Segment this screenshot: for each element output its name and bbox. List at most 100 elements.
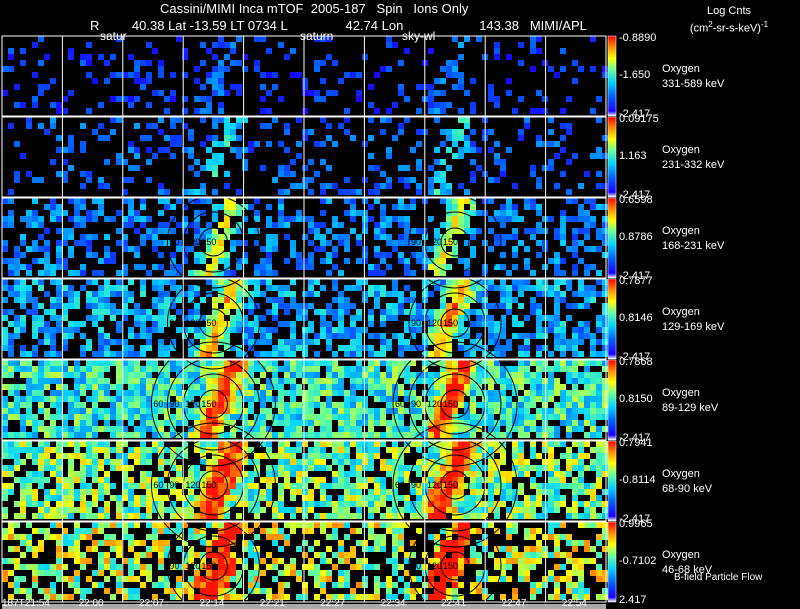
heatmap-cell xyxy=(44,351,50,357)
heatmap-cell xyxy=(308,264,314,270)
heatmap-cell xyxy=(344,117,350,123)
heatmap-cell xyxy=(344,210,350,216)
heatmap-cell xyxy=(428,360,434,366)
heatmap-cell xyxy=(500,222,506,228)
heatmap-cell xyxy=(212,54,218,60)
heatmap-cell xyxy=(116,153,122,159)
heatmap-cell xyxy=(560,171,566,177)
heatmap-cell xyxy=(200,165,206,171)
heatmap-cell xyxy=(134,552,140,558)
heatmap-cell xyxy=(458,564,464,570)
heatmap-cell xyxy=(458,594,464,600)
heatmap-cell xyxy=(410,513,416,519)
heatmap-cell xyxy=(146,483,152,489)
heatmap-cell xyxy=(296,432,302,438)
heatmap-cell xyxy=(254,570,260,576)
heatmap-cell xyxy=(128,465,134,471)
heatmap-cell xyxy=(218,351,224,357)
heatmap-cell xyxy=(200,441,206,447)
heatmap-cell xyxy=(350,189,356,195)
heatmap-cell xyxy=(416,378,422,384)
heatmap-cell xyxy=(290,513,296,519)
heatmap-cell xyxy=(272,285,278,291)
heatmap-cell xyxy=(278,303,284,309)
heatmap-cell xyxy=(296,252,302,258)
heatmap-cell xyxy=(56,240,62,246)
heatmap-cell xyxy=(62,501,68,507)
heatmap-cell xyxy=(212,78,218,84)
heatmap-cell xyxy=(182,513,188,519)
heatmap-cell xyxy=(566,303,572,309)
heatmap-cell xyxy=(188,495,194,501)
heatmap-cell xyxy=(284,465,290,471)
heatmap-cell xyxy=(50,78,56,84)
heatmap-cell xyxy=(104,408,110,414)
heatmap-cell xyxy=(530,396,536,402)
heatmap-cell xyxy=(500,321,506,327)
heatmap-cell xyxy=(344,327,350,333)
heatmap-cell xyxy=(212,396,218,402)
heatmap-cell xyxy=(434,408,440,414)
heatmap-cell xyxy=(272,414,278,420)
heatmap-cell xyxy=(578,420,584,426)
heatmap-cell xyxy=(530,594,536,600)
heatmap-cell xyxy=(560,360,566,366)
heatmap-cell xyxy=(446,264,452,270)
heatmap-cell xyxy=(344,108,350,114)
heatmap-cell xyxy=(182,204,188,210)
heatmap-cell xyxy=(476,513,482,519)
heatmap-cell xyxy=(410,333,416,339)
heatmap-cell xyxy=(92,501,98,507)
heatmap-cell xyxy=(578,240,584,246)
heatmap-cell xyxy=(578,339,584,345)
heatmap-cell xyxy=(434,102,440,108)
heatmap-cell xyxy=(524,264,530,270)
heatmap-cell xyxy=(182,441,188,447)
heatmap-cell xyxy=(518,402,524,408)
heatmap-cell xyxy=(380,270,386,276)
heatmap-cell xyxy=(398,90,404,96)
heatmap-cell xyxy=(584,270,590,276)
heatmap-cell xyxy=(26,117,32,123)
heatmap-cell xyxy=(506,366,512,372)
heatmap-cell xyxy=(254,426,260,432)
heatmap-cell xyxy=(302,264,308,270)
heatmap-cell xyxy=(194,216,200,222)
heatmap-cell xyxy=(110,252,116,258)
heatmap-cell xyxy=(488,489,494,495)
heatmap-cell xyxy=(218,270,224,276)
heatmap-cell xyxy=(452,60,458,66)
heatmap-cell xyxy=(446,135,452,141)
heatmap-cell xyxy=(518,321,524,327)
heatmap-cell xyxy=(362,216,368,222)
heatmap-cell xyxy=(488,447,494,453)
heatmap-cell xyxy=(452,315,458,321)
heatmap-cell xyxy=(314,564,320,570)
heatmap-cell xyxy=(218,90,224,96)
heatmap-cell xyxy=(476,333,482,339)
heatmap-cell xyxy=(566,159,572,165)
heatmap-cell xyxy=(386,234,392,240)
heatmap-cell xyxy=(20,351,26,357)
heatmap-cell xyxy=(404,258,410,264)
heatmap-cell xyxy=(398,333,404,339)
heatmap-cell xyxy=(476,360,482,366)
heatmap-cell xyxy=(134,564,140,570)
heatmap-cell xyxy=(374,594,380,600)
heatmap-cell xyxy=(56,108,62,114)
heatmap-cell xyxy=(182,372,188,378)
heatmap-cell xyxy=(104,588,110,594)
heatmap-cell xyxy=(44,594,50,600)
heatmap-cell xyxy=(200,333,206,339)
heatmap-cell xyxy=(470,414,476,420)
heatmap-cell xyxy=(548,141,554,147)
heatmap-cell xyxy=(74,489,80,495)
heatmap-cell xyxy=(302,108,308,114)
heatmap-cell xyxy=(224,204,230,210)
heatmap-cell xyxy=(254,264,260,270)
heatmap-cell xyxy=(464,384,470,390)
heatmap-cell xyxy=(602,366,608,372)
heatmap-cell xyxy=(530,402,536,408)
heatmap-cell xyxy=(512,594,518,600)
heatmap-cell xyxy=(224,90,230,96)
